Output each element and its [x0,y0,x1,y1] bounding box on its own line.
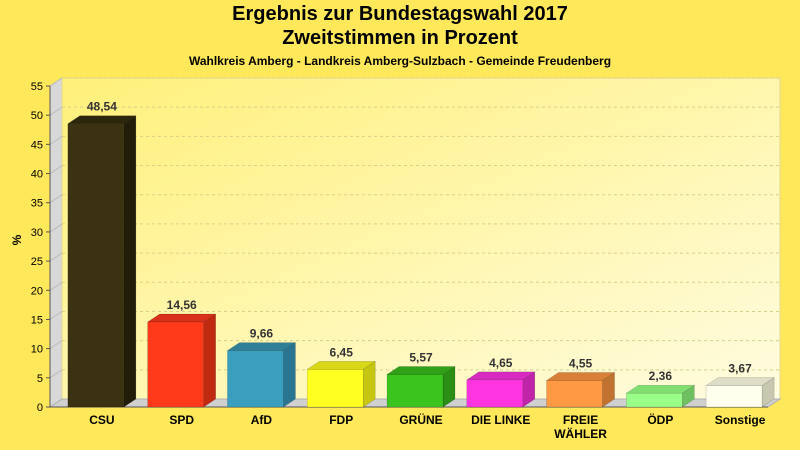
y-tick-label: 20 [31,285,43,297]
bar-value-label: 4,65 [489,356,513,370]
y-tick-label: 55 [31,81,43,93]
grid-line-side [49,311,63,320]
y-tick-label: 35 [31,198,43,210]
bar-side [283,342,296,408]
chart-region-subtitle: Wahlkreis Amberg - Landkreis Amberg-Sulz… [188,54,612,68]
bar-sonstige: 3,67 [705,362,775,408]
grid-line-side [49,106,63,116]
bar-die-linke: 4,65 [465,356,536,408]
bar-freie-wähler: 4,55 [545,356,616,408]
bar-top [386,366,456,375]
bar-spd: 14,56 [146,298,217,408]
bar-front [705,385,763,408]
plot-side-wall [49,77,63,408]
bar-front [306,369,364,408]
x-tick-label: CSU [89,413,114,427]
y-axis-label: % [10,234,24,245]
x-axis-labels: CSU SPD AfD FDP GRÜNE DIE LINKE FREIE WÄHLER ÖDP… [89,412,766,441]
bar-top [146,313,217,323]
y-tick-label: 30 [31,227,43,239]
y-tick-label: 15 [31,314,43,326]
y-tick-label: 5 [37,373,43,385]
bar-top [226,342,297,351]
grid-line-side [49,252,63,262]
bar-top [306,361,377,370]
bar-value-label: 5,57 [409,350,433,364]
bar-side [203,313,216,408]
bar-front [626,392,683,408]
y-tick-label: 40 [31,169,43,181]
x-tick-label: FREIE WÄHLER [554,413,607,441]
grid-line-side [49,194,63,204]
bar-top [705,377,775,386]
bar-top [465,371,536,381]
y-tick-label: 10 [31,344,43,356]
y-tick-label: 50 [31,110,43,122]
bar-value-label: 6,45 [330,345,354,359]
chart-title: Ergebnis zur Bundestagswahl 2017 [232,3,568,25]
bar-front [147,321,204,408]
grid-line-side [49,369,63,379]
bar-front [546,380,603,408]
y-tick-label: 0 [37,402,43,414]
bar-front [466,379,524,408]
bar-ödp: 2,36 [625,369,696,408]
y-tick-label: 45 [31,139,43,151]
bar-value-label: 48,54 [87,100,117,114]
bar-csu: 48,54 [67,100,137,408]
bar-top [67,115,137,124]
grid-lines [49,77,780,379]
bar-fdp: 6,45 [306,345,377,408]
x-tick-label: AfD [251,413,273,427]
y-tick-label: 25 [31,256,43,268]
bar-value-label: 3,67 [728,362,752,376]
grid-line-side [49,135,63,145]
x-tick-label: DIE LINKE [471,413,530,427]
x-tick-label: ÖDP [647,412,673,427]
bar-value-label: 14,56 [167,298,197,312]
grid-line-side [49,165,63,174]
bar-front [386,374,444,408]
grid-line-side [49,77,63,87]
bar-value-label: 9,66 [250,327,274,341]
bar-top [625,384,696,394]
x-tick-label: GRÜNE [399,412,442,427]
bar-side [123,115,137,408]
chart-subtitle: Zweitstimmen in Prozent [282,27,518,49]
x-tick-label: FDP [329,413,353,427]
bar-front [67,123,125,408]
bar-grüne: 5,57 [386,350,456,408]
grid-line-side [49,223,63,233]
bar-afd: 9,66 [226,327,297,408]
bar-value-label: 2,36 [649,369,673,383]
x-tick-label: Sonstige [715,413,766,427]
bars: 48,54 14,56 9,66 6,45 5,57 4,65 4,55 2,36 3,67 [67,100,775,408]
bar-value-label: 4,55 [569,356,593,370]
x-tick-label: SPD [169,413,194,427]
bar-top [545,372,616,381]
bar-front [227,350,284,408]
grid-line-side [49,281,63,291]
grid-line-side [49,340,63,350]
